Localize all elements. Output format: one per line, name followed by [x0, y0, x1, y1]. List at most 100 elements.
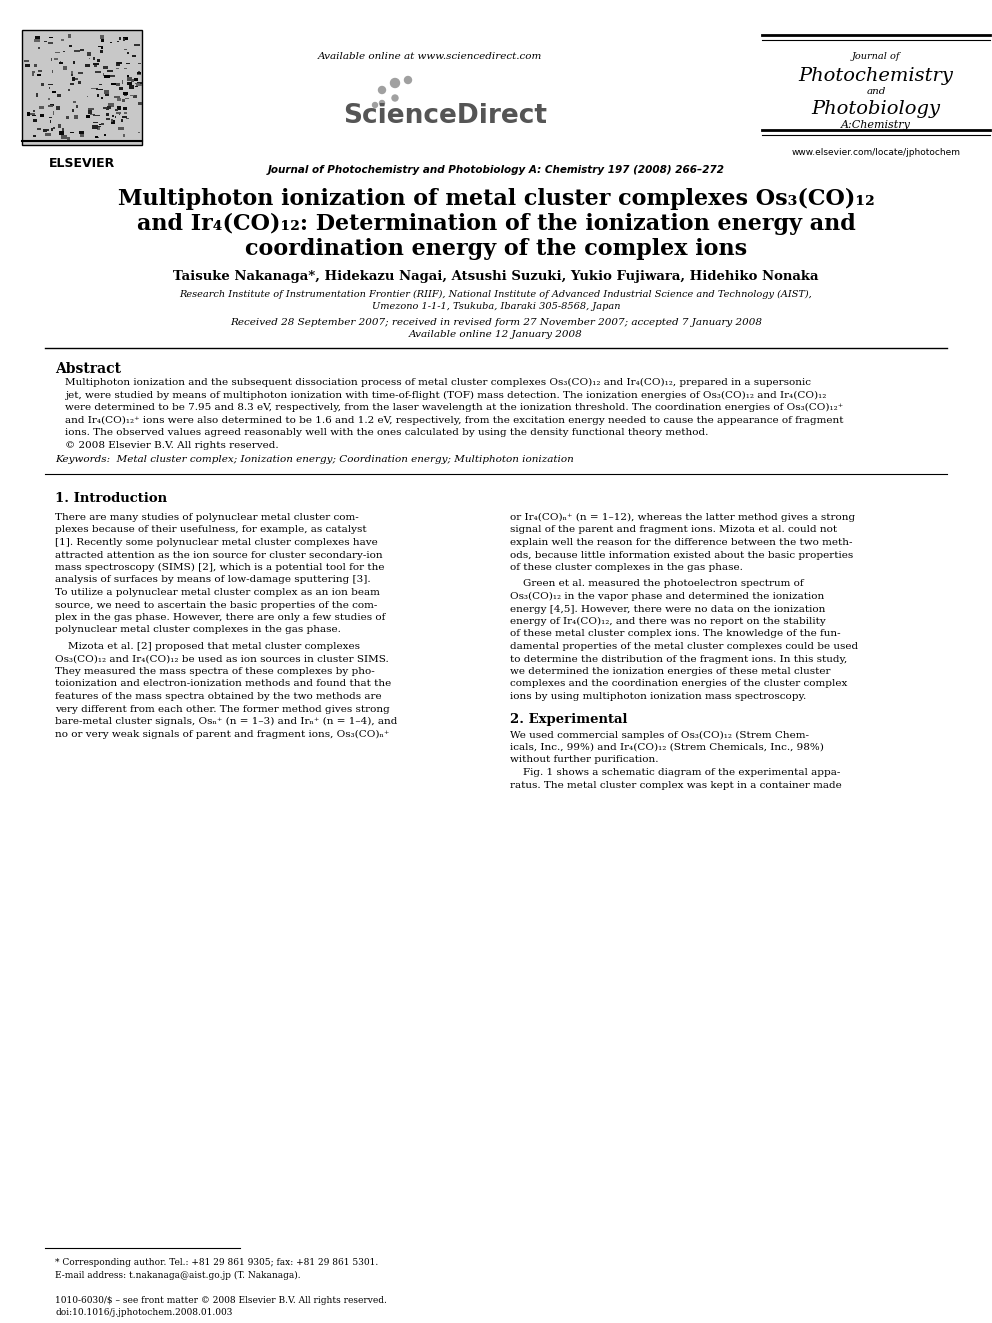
Bar	[107, 106, 111, 108]
Text: [1]. Recently some polynuclear metal cluster complexes have: [1]. Recently some polynuclear metal clu…	[55, 538, 378, 546]
Bar	[135, 82, 140, 83]
Text: doi:10.1016/j.jphotochem.2008.01.003: doi:10.1016/j.jphotochem.2008.01.003	[55, 1308, 232, 1316]
Bar	[44, 130, 47, 132]
Circle shape	[391, 78, 400, 87]
Bar	[49, 106, 53, 107]
Text: To utilize a polynuclear metal cluster complex as an ion beam: To utilize a polynuclear metal cluster c…	[55, 587, 380, 597]
Bar	[61, 61, 62, 64]
Text: plexes because of their usefulness, for example, as catalyst: plexes because of their usefulness, for …	[55, 525, 367, 534]
Bar	[26, 64, 30, 66]
Bar	[93, 57, 95, 60]
Bar	[111, 120, 115, 124]
Bar	[33, 119, 37, 122]
Text: Green et al. measured the photoelectron spectrum of: Green et al. measured the photoelectron …	[510, 579, 804, 589]
Text: Abstract: Abstract	[55, 363, 121, 376]
Bar	[49, 98, 50, 99]
Bar	[115, 110, 118, 111]
Bar	[111, 83, 116, 86]
Text: ELSEVIER: ELSEVIER	[49, 157, 115, 169]
Bar	[57, 94, 61, 97]
Bar	[80, 135, 84, 138]
Text: very different from each other. The former method gives strong: very different from each other. The form…	[55, 705, 390, 713]
Bar	[45, 41, 47, 42]
Text: 2. Experimental: 2. Experimental	[510, 713, 628, 725]
Bar	[104, 90, 108, 94]
Bar	[101, 40, 104, 42]
Bar	[72, 108, 74, 112]
Text: Photochemistry: Photochemistry	[799, 67, 953, 85]
Bar	[67, 89, 70, 91]
Bar	[74, 115, 77, 119]
Text: without further purification.: without further purification.	[510, 755, 659, 765]
Text: We used commercial samples of Os₃(CO)₁₂ (Strem Chem-: We used commercial samples of Os₃(CO)₁₂ …	[510, 730, 809, 740]
Text: bare-metal cluster signals, Osₙ⁺ (n = 1–3) and Irₙ⁺ (n = 1–4), and: bare-metal cluster signals, Osₙ⁺ (n = 1–…	[55, 717, 398, 726]
Text: polynuclear metal cluster complexes in the gas phase.: polynuclear metal cluster complexes in t…	[55, 626, 341, 635]
Bar	[125, 98, 129, 99]
Text: Umezono 1-1-1, Tsukuba, Ibaraki 305-8568, Japan: Umezono 1-1-1, Tsukuba, Ibaraki 305-8568…	[372, 302, 620, 311]
Bar	[40, 114, 45, 118]
Text: complexes and the coordination energies of the cluster complex: complexes and the coordination energies …	[510, 680, 847, 688]
Bar	[93, 122, 98, 123]
Circle shape	[379, 86, 386, 94]
Bar	[77, 73, 83, 74]
Bar	[85, 64, 90, 67]
Bar	[45, 134, 51, 136]
Bar	[127, 75, 129, 78]
Bar	[127, 82, 132, 85]
Bar	[97, 136, 99, 139]
Bar	[102, 66, 108, 69]
Bar	[119, 87, 123, 90]
Text: Mizota et al. [2] proposed that metal cluster complexes: Mizota et al. [2] proposed that metal cl…	[55, 642, 360, 651]
Bar	[72, 101, 76, 103]
Text: Taisuke Nakanaga*, Hidekazu Nagai, Atsushi Suzuki, Yukio Fujiwara, Hidehiko Nona: Taisuke Nakanaga*, Hidekazu Nagai, Atsus…	[174, 270, 818, 283]
Text: They measured the mass spectra of these complexes by pho-: They measured the mass spectra of these …	[55, 667, 375, 676]
Bar	[48, 42, 54, 44]
Bar	[117, 62, 122, 64]
Bar	[53, 127, 55, 128]
Text: source, we need to ascertain the basic properties of the com-: source, we need to ascertain the basic p…	[55, 601, 377, 610]
Bar	[35, 40, 40, 42]
Text: Fig. 1 shows a schematic diagram of the experimental appa-: Fig. 1 shows a schematic diagram of the …	[510, 767, 840, 777]
Bar	[57, 106, 61, 110]
Text: www.elsevier.com/locate/jphotochem: www.elsevier.com/locate/jphotochem	[792, 148, 960, 157]
Text: icals, Inc., 99%) and Ir₄(CO)₁₂ (Strem Chemicals, Inc., 98%): icals, Inc., 99%) and Ir₄(CO)₁₂ (Strem C…	[510, 744, 824, 751]
Bar	[32, 73, 35, 75]
Bar	[96, 89, 98, 90]
Text: Os₃(CO)₁₂ and Ir₄(CO)₁₂ be used as ion sources in cluster SIMS.: Os₃(CO)₁₂ and Ir₄(CO)₁₂ be used as ion s…	[55, 655, 389, 664]
Bar	[36, 94, 38, 97]
Text: energy [4,5]. However, there were no data on the ionization: energy [4,5]. However, there were no dat…	[510, 605, 825, 614]
Bar	[123, 107, 127, 110]
Text: 1. Introduction: 1. Introduction	[55, 492, 167, 505]
Text: of these cluster complexes in the gas phase.: of these cluster complexes in the gas ph…	[510, 564, 743, 572]
Bar	[126, 62, 130, 65]
Bar	[27, 112, 30, 116]
Text: Available online 12 January 2008: Available online 12 January 2008	[409, 329, 583, 339]
Bar	[121, 119, 123, 122]
Bar	[94, 115, 100, 116]
Bar	[100, 36, 104, 40]
Text: Multiphoton ionization and the subsequent dissociation process of metal cluster : Multiphoton ionization and the subsequen…	[65, 378, 811, 388]
Bar	[114, 95, 120, 98]
Bar	[103, 107, 107, 110]
Bar	[93, 64, 99, 65]
Bar	[124, 112, 127, 114]
Bar	[115, 116, 116, 118]
Bar	[80, 49, 84, 52]
Bar	[127, 52, 129, 54]
Text: and: and	[866, 87, 886, 97]
Bar	[66, 115, 68, 119]
Bar	[130, 94, 134, 95]
Bar	[122, 99, 125, 102]
Text: plex in the gas phase. However, there are only a few studies of: plex in the gas phase. However, there ar…	[55, 613, 385, 622]
Bar	[135, 44, 140, 45]
Bar	[60, 62, 62, 64]
Bar	[55, 58, 58, 61]
Bar	[116, 67, 119, 69]
Bar	[119, 37, 121, 40]
Bar	[135, 78, 138, 81]
Bar	[124, 49, 127, 50]
Bar	[70, 71, 72, 74]
Text: A:Chemistry: A:Chemistry	[841, 120, 911, 130]
Text: Journal of Photochemistry and Photobiology A: Chemistry 197 (2008) 266–272: Journal of Photochemistry and Photobiolo…	[268, 165, 724, 175]
Bar	[70, 83, 73, 85]
